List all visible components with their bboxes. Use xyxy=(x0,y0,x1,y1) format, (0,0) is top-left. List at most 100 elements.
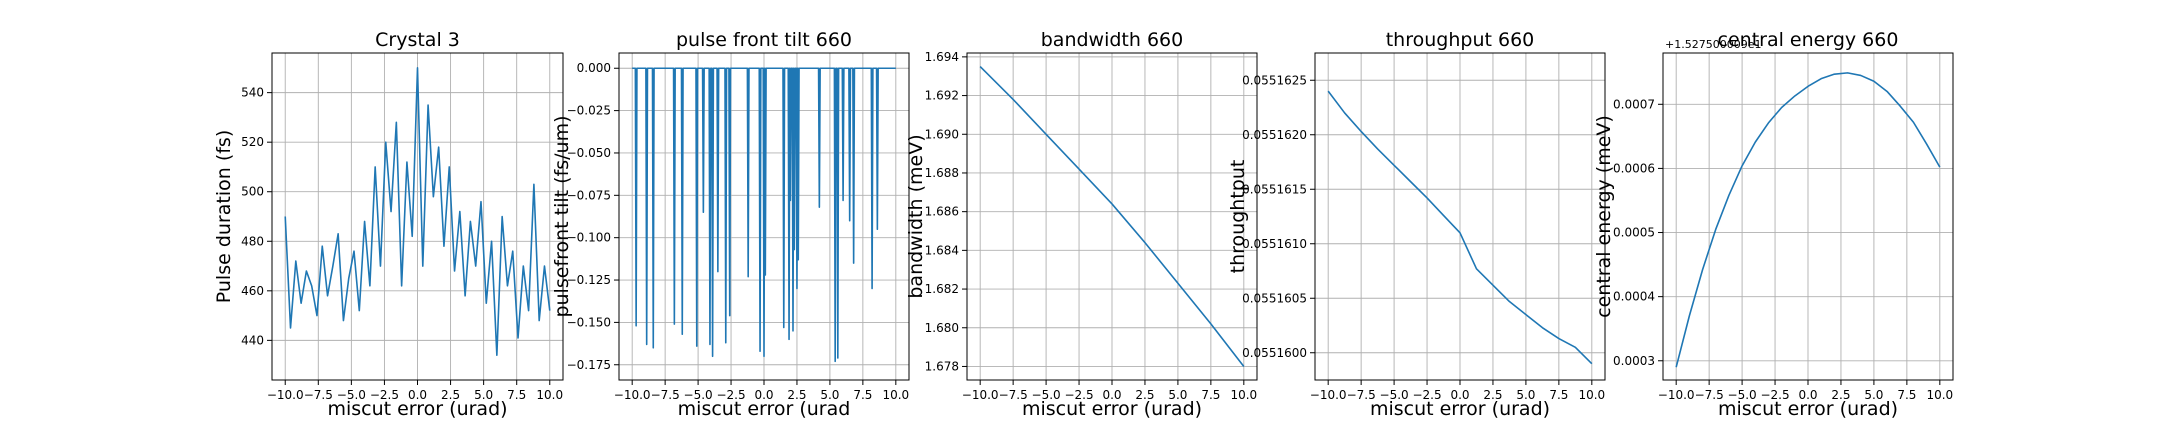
y-tick-label: 0.0007 xyxy=(1613,97,1655,111)
y-tick-label: 520 xyxy=(241,135,264,149)
x-tick-label: 2.5 xyxy=(787,388,806,402)
x-tick-label: 7.5 xyxy=(507,388,526,402)
x-tick-label: −5.0 xyxy=(1728,388,1757,402)
chart-title: throughput 660 xyxy=(1386,29,1535,51)
series-line xyxy=(1327,90,1593,365)
y-tick-label: −0.100 xyxy=(567,231,611,245)
x-axis-label: miscut error (urad) xyxy=(327,398,507,420)
y-tick-label: 1.678 xyxy=(925,359,959,373)
x-tick-label: 7.5 xyxy=(853,388,872,402)
chart-title: central energy 660 xyxy=(1718,29,1899,51)
x-tick-label: 2.5 xyxy=(1831,388,1850,402)
y-axis-label: pulsefront tilt (fs/um) xyxy=(551,115,573,317)
x-tick-label: −2.5 xyxy=(1064,388,1093,402)
y-axis-label: Pulse duration (fs) xyxy=(213,130,235,303)
y-tick-label: 1.694 xyxy=(925,50,959,64)
y-tick-label: 0.000 xyxy=(577,61,611,75)
x-tick-label: −7.5 xyxy=(304,388,333,402)
x-tick-label: −10.0 xyxy=(962,388,999,402)
y-tick-label: 0.0006 xyxy=(1613,161,1655,175)
x-tick-label: 0.0 xyxy=(1102,388,1121,402)
y-axis-label: central energy (meV) xyxy=(1593,115,1615,318)
x-tick-label: 2.5 xyxy=(1483,388,1502,402)
y-tick-label: 540 xyxy=(241,86,264,100)
x-tick-label: −2.5 xyxy=(1412,388,1441,402)
x-tick-label: −7.5 xyxy=(1695,388,1724,402)
x-axis-label: miscut error (urad) xyxy=(1022,398,1202,420)
y-tick-label: 0.0551600 xyxy=(1242,346,1307,360)
x-tick-label: −7.5 xyxy=(1347,388,1376,402)
y-tick-label: 0.0551620 xyxy=(1242,128,1307,142)
y-tick-label: −0.050 xyxy=(567,146,611,160)
chart-panel-4: −10.0 −7.5 −5.0 −2.5 0.0 2.5 5.0 7.5 10.0 0.05516… xyxy=(1227,29,1606,420)
y-tick-label: −0.075 xyxy=(567,188,611,202)
x-tick-label: −10.0 xyxy=(267,388,304,402)
x-tick-label: 2.5 xyxy=(441,388,460,402)
x-tick-label: 5.0 xyxy=(820,388,839,402)
y-tick-label: 0.0551615 xyxy=(1242,182,1307,196)
x-tick-label: 7.5 xyxy=(1549,388,1568,402)
y-tick-label: 500 xyxy=(241,185,264,199)
x-tick-label: 10.0 xyxy=(882,388,909,402)
chart-title: Crystal 3 xyxy=(375,29,460,51)
chart-panel-5: −10.0 −7.5 −5.0 −2.5 0.0 2.5 5.0 7.5 10.0 0.0003 0… xyxy=(1593,29,1954,420)
y-tick-label: 0.0005 xyxy=(1613,226,1655,240)
y-tick-label: −0.175 xyxy=(567,358,611,372)
x-axis-label: miscut error (urad) xyxy=(1718,398,1898,420)
x-tick-label: 10.0 xyxy=(1926,388,1953,402)
x-tick-label: −2.5 xyxy=(370,388,399,402)
x-tick-label: −2.5 xyxy=(716,388,745,402)
y-tick-label: 460 xyxy=(241,284,264,298)
x-tick-label: 10.0 xyxy=(536,388,563,402)
x-tick-label: 2.5 xyxy=(1135,388,1154,402)
x-tick-label: 5.0 xyxy=(1168,388,1187,402)
x-tick-label: 0.0 xyxy=(1450,388,1469,402)
x-axis-label: miscut error (urad) xyxy=(1370,398,1550,420)
y-tick-label: 0.0551625 xyxy=(1242,73,1307,87)
series-line xyxy=(1675,72,1941,368)
chart-panel-2: −10.0 −7.5 −5.0 −2.5 0.0 2.5 5.0 7.5 10.0 0.000 −0… xyxy=(551,29,910,420)
x-tick-label: −10.0 xyxy=(614,388,651,402)
x-tick-label: 7.5 xyxy=(1897,388,1916,402)
x-tick-label: −5.0 xyxy=(1032,388,1061,402)
y-offset-label: +1.527500009e1 xyxy=(1665,38,1761,51)
y-tick-label: 440 xyxy=(241,333,264,347)
y-tick-label: 1.690 xyxy=(925,127,959,141)
x-tick-label: −2.5 xyxy=(1760,388,1789,402)
y-tick-label: −0.125 xyxy=(567,273,611,287)
chart-panel-3: −10.0 −7.5 −5.0 −2.5 0.0 2.5 5.0 7.5 10.0 1.678 1.… xyxy=(905,29,1258,420)
x-tick-label: 0.0 xyxy=(1798,388,1817,402)
x-tick-label: −7.5 xyxy=(999,388,1028,402)
x-tick-label: −5.0 xyxy=(337,388,366,402)
x-tick-label: 10.0 xyxy=(1578,388,1605,402)
y-tick-label: 0.0003 xyxy=(1613,354,1655,368)
series-line xyxy=(284,67,551,357)
y-tick-label: 1.692 xyxy=(925,89,959,103)
y-tick-label: 1.680 xyxy=(925,321,959,335)
x-tick-label: 10.0 xyxy=(1230,388,1257,402)
chart-title: bandwidth 660 xyxy=(1041,29,1183,51)
chart-panel-1: −10.0 −7.5 −5.0 −2.5 0.0 2.5 5.0 7.5 10.0 440 460 4… xyxy=(213,29,564,420)
series-line xyxy=(979,65,1245,367)
x-tick-label: 0.0 xyxy=(408,388,427,402)
y-axis-label: throughtput xyxy=(1227,160,1249,274)
x-tick-label: 5.0 xyxy=(1516,388,1535,402)
y-tick-label: −0.025 xyxy=(567,104,611,118)
x-tick-label: −5.0 xyxy=(1380,388,1409,402)
y-axis-label: bandwidth (meV) xyxy=(905,134,927,298)
x-tick-label: 5.0 xyxy=(474,388,493,402)
x-tick-label: 7.5 xyxy=(1201,388,1220,402)
series-line xyxy=(632,67,896,363)
x-tick-label: −10.0 xyxy=(1658,388,1695,402)
x-tick-label: −5.0 xyxy=(684,388,713,402)
x-tick-label: 0.0 xyxy=(754,388,773,402)
y-tick-label: 0.0004 xyxy=(1613,290,1655,304)
y-tick-label: 480 xyxy=(241,234,264,248)
y-tick-label: 0.0551605 xyxy=(1242,291,1307,305)
y-tick-label: 1.688 xyxy=(925,166,959,180)
y-tick-label: 1.684 xyxy=(925,243,959,257)
x-tick-label: −7.5 xyxy=(651,388,680,402)
x-tick-label: −10.0 xyxy=(1310,388,1347,402)
x-tick-label: 5.0 xyxy=(1864,388,1883,402)
